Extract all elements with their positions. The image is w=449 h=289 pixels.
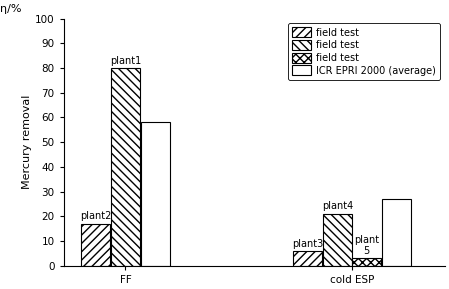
Text: plant1: plant1 — [110, 55, 141, 66]
Bar — [323, 214, 352, 266]
Text: η/%: η/% — [0, 4, 21, 14]
Bar — [111, 68, 140, 266]
Text: plant4: plant4 — [322, 201, 353, 212]
Legend: field test, field test, field test, ICR EPRI 2000 (average): field test, field test, field test, ICR … — [288, 23, 440, 79]
Bar — [293, 251, 322, 266]
Bar — [382, 199, 411, 266]
Text: plant3: plant3 — [292, 238, 323, 249]
Y-axis label: Mercury removal: Mercury removal — [22, 95, 32, 189]
Bar — [141, 123, 170, 266]
Bar — [352, 258, 381, 266]
Text: plant
5: plant 5 — [354, 235, 379, 256]
Text: plant2: plant2 — [80, 211, 111, 221]
Bar — [81, 224, 110, 266]
